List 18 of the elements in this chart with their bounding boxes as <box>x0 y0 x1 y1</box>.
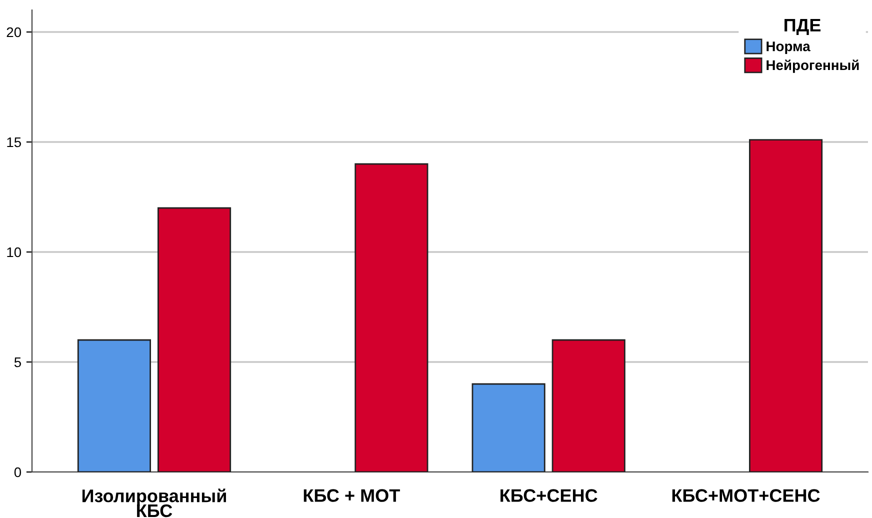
y-tick-label: 5 <box>14 357 21 368</box>
x-tick-label: КБС + МОТ <box>304 489 400 502</box>
x-tick-label: КБС+СЕНС <box>500 489 598 502</box>
x-tick-label: Изолированный КБС <box>82 488 226 518</box>
x-tick-label: КБС+МОТ+СЕНС <box>672 489 820 502</box>
y-tick-label: 10 <box>7 247 22 258</box>
y-tick-label: 20 <box>6 27 22 38</box>
bar <box>552 339 626 472</box>
legend-label: Норма <box>766 42 810 54</box>
bar <box>157 207 232 472</box>
y-tick-label: 0 <box>14 467 22 478</box>
bar <box>77 339 151 472</box>
bar <box>472 383 546 472</box>
legend-label: Нейрогенный <box>766 60 859 73</box>
legend-title: ПДЕ <box>784 18 821 36</box>
bar <box>354 163 428 472</box>
y-tick-label: 15 <box>7 137 22 148</box>
bar <box>749 139 823 472</box>
